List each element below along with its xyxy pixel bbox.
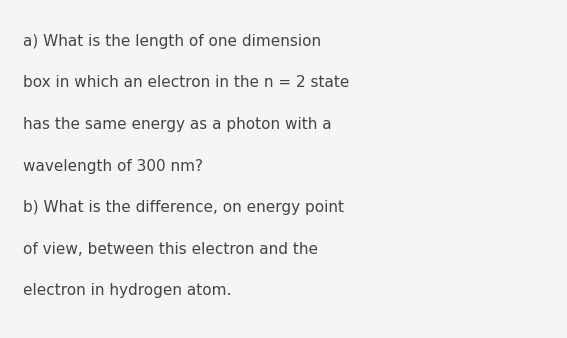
- Text: box in which an electron in the n = 2 state: box in which an electron in the n = 2 st…: [23, 75, 349, 90]
- Text: has the same energy as a photon with a: has the same energy as a photon with a: [23, 117, 331, 132]
- Text: wavelength of 300 nm?: wavelength of 300 nm?: [23, 159, 202, 173]
- Text: a) What is the length of one dimension: a) What is the length of one dimension: [23, 34, 321, 49]
- Text: b) What is the difference, on energy point: b) What is the difference, on energy poi…: [23, 200, 344, 215]
- Text: of view, between this electron and the: of view, between this electron and the: [23, 242, 318, 257]
- Text: electron in hydrogen atom.: electron in hydrogen atom.: [23, 283, 231, 298]
